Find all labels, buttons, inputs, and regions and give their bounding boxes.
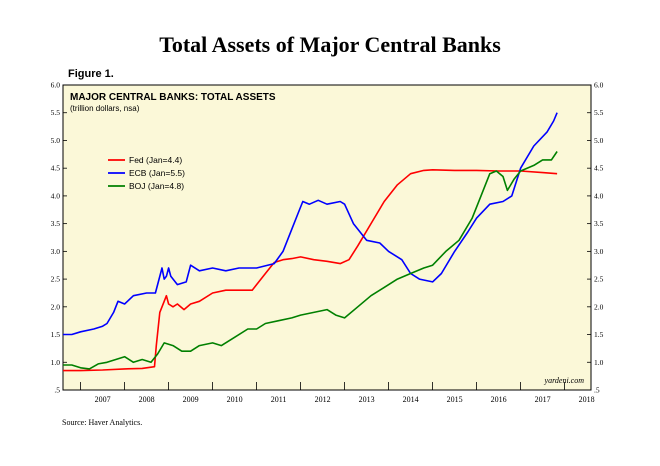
series-line xyxy=(63,112,558,336)
plot-area xyxy=(62,84,592,391)
y-tick-label-right: 2.5 xyxy=(594,275,604,284)
y-tick-label-left: 5.5 xyxy=(51,108,61,117)
legend: Fed (Jan=4.4) ECB (Jan=5.5) BOJ (Jan=4.8) xyxy=(108,155,185,191)
x-tick-label: 2016 xyxy=(491,395,507,404)
y-tick-label-left: 4.0 xyxy=(51,191,61,200)
y-tick-label-left: 2.0 xyxy=(51,302,61,311)
y-tick-label-left: 2.5 xyxy=(51,275,61,284)
x-tick-label: 2008 xyxy=(139,395,155,404)
x-tick-label: 2011 xyxy=(271,395,287,404)
x-tick-label: 2018 xyxy=(579,395,595,404)
x-axis: 2007 2008 2009 2010 2011 2012 2013 2014 2015 2016… xyxy=(80,382,595,404)
y-tick-label-left: 1.0 xyxy=(51,358,61,367)
y-tick-label-right: 1.5 xyxy=(594,330,604,339)
y-axis-right: .5 1.0 1.5 2.0 2.5 3.0 3.5 4.0 4.5 5.0 5.5 6.0 xyxy=(587,81,604,395)
x-tick-label: 2009 xyxy=(183,395,199,404)
y-tick-label-left: 4.5 xyxy=(51,164,61,173)
y-tick-label-left: 3.5 xyxy=(51,219,61,228)
x-tick-label: 2013 xyxy=(359,395,375,404)
figure-label: Figure 1. xyxy=(68,68,114,80)
x-tick-label: 2014 xyxy=(403,395,419,404)
y-tick-label-right: 6.0 xyxy=(594,81,604,90)
y-tick-label-right: 2.0 xyxy=(594,302,604,311)
y-tick-label-right: 5.5 xyxy=(594,108,604,117)
chart-subtitle: (trillion dollars, nsa) xyxy=(70,104,140,113)
x-tick-label: 2015 xyxy=(447,395,463,404)
source-note: Source: Haver Analytics. xyxy=(62,418,143,427)
y-tick-label-left: 3.0 xyxy=(51,247,61,256)
y-tick-label-right: 4.5 xyxy=(594,164,604,173)
chart-credit: yardeni.com xyxy=(544,376,585,385)
series-lines xyxy=(63,112,558,372)
y-tick-label-right: .5 xyxy=(594,386,600,395)
y-tick-label-left: 1.5 xyxy=(51,330,61,339)
series-line xyxy=(63,169,558,372)
x-tick-label: 2010 xyxy=(227,395,243,404)
y-tick-label-left: 5.0 xyxy=(51,136,61,145)
y-tick-label-right: 3.5 xyxy=(594,219,604,228)
y-tick-label-right: 4.0 xyxy=(594,191,604,200)
legend-label: BOJ (Jan=4.8) xyxy=(129,181,184,191)
legend-label: ECB (Jan=5.5) xyxy=(129,168,185,178)
page-title: Total Assets of Major Central Banks xyxy=(159,32,501,57)
y-axis-left: .5 1.0 1.5 2.0 2.5 3.0 3.5 4.0 4.5 5.0 5.5 6.0 xyxy=(51,81,67,395)
chart-title: MAJOR CENTRAL BANKS: TOTAL ASSETS xyxy=(70,92,276,103)
y-tick-label-right: 3.0 xyxy=(594,247,604,256)
y-tick-label-right: 5.0 xyxy=(594,136,604,145)
legend-label: Fed (Jan=4.4) xyxy=(129,155,182,165)
series-line xyxy=(63,151,558,370)
y-tick-label-left: 6.0 xyxy=(51,81,61,90)
y-tick-label-left: .5 xyxy=(54,386,60,395)
y-tick-label-right: 1.0 xyxy=(594,358,604,367)
x-tick-label: 2007 xyxy=(95,395,111,404)
x-tick-label: 2017 xyxy=(535,395,551,404)
x-tick-label: 2012 xyxy=(315,395,331,404)
